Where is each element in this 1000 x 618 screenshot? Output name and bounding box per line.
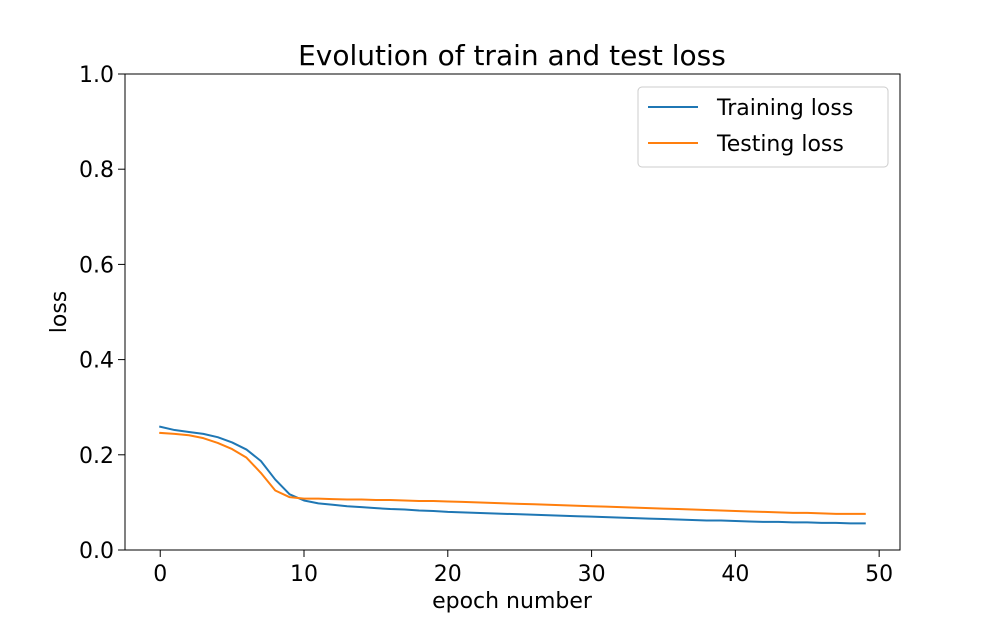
x-tick-label: 40 (721, 562, 749, 587)
y-tick-label: 0.4 (79, 349, 114, 374)
series-line-testing-loss (159, 431, 866, 515)
series-line-training-loss (159, 425, 866, 525)
x-tick-label: 10 (290, 562, 318, 587)
x-tick-label: 0 (153, 562, 167, 587)
chart-title: Evolution of train and test loss (298, 39, 726, 72)
y-tick-label: 0.8 (79, 158, 114, 183)
y-tick-label: 0.2 (79, 444, 114, 469)
legend-label-training-loss: Training loss (716, 96, 853, 121)
x-tick-label: 50 (865, 562, 893, 587)
legend-label-testing-loss: Testing loss (716, 132, 844, 157)
plot-frame (124, 73, 901, 551)
y-tick-label: 1.0 (79, 63, 114, 88)
y-tick-label: 0.0 (79, 539, 114, 564)
y-axis-label: loss (47, 291, 72, 334)
y-tick-label: 0.6 (79, 253, 114, 278)
x-tick-label: 20 (434, 562, 462, 587)
x-axis-label: epoch number (432, 589, 593, 614)
x-tick-label: 30 (578, 562, 606, 587)
legend-box (637, 86, 889, 168)
legend: Training loss Testing loss (637, 86, 889, 168)
